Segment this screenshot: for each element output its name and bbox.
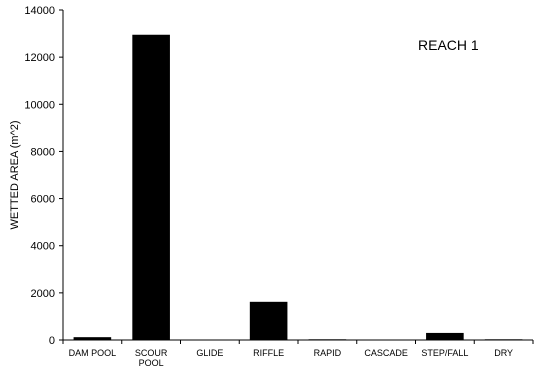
x-tick-label: POOL — [139, 358, 164, 368]
x-tick-label: STEP/FALL — [421, 348, 468, 358]
y-tick-label: 8000 — [31, 146, 55, 158]
y-axis-label: WETTED AREA (m^2) — [9, 120, 21, 229]
x-tick-label: DRY — [494, 348, 513, 358]
bar — [249, 301, 288, 340]
y-tick-label: 2000 — [31, 288, 55, 300]
bar — [132, 34, 170, 340]
y-tick-label: 14000 — [24, 5, 55, 17]
y-tick-label: 4000 — [31, 241, 55, 253]
y-tick-label: 10000 — [24, 99, 55, 111]
x-tick-label: DAM POOL — [69, 348, 117, 358]
bar — [308, 339, 347, 340]
x-tick-label: SCOUR — [135, 348, 168, 358]
bar — [426, 332, 464, 340]
x-tick-label: RAPID — [314, 348, 342, 358]
bar — [73, 337, 112, 340]
reach-annotation: REACH 1 — [418, 37, 479, 53]
bar — [484, 339, 523, 340]
y-tick-label: 0 — [49, 335, 55, 347]
x-tick-label: CASCADE — [364, 348, 408, 358]
x-tick-label: RIFFLE — [253, 348, 284, 358]
x-tick-label: GLIDE — [196, 348, 223, 358]
y-tick-label: 6000 — [31, 194, 55, 206]
y-ticks: 0 2000 4000 6000 8000 10000 12000 14000 — [24, 5, 63, 347]
bars — [73, 34, 523, 340]
y-tick-label: 12000 — [24, 52, 55, 64]
